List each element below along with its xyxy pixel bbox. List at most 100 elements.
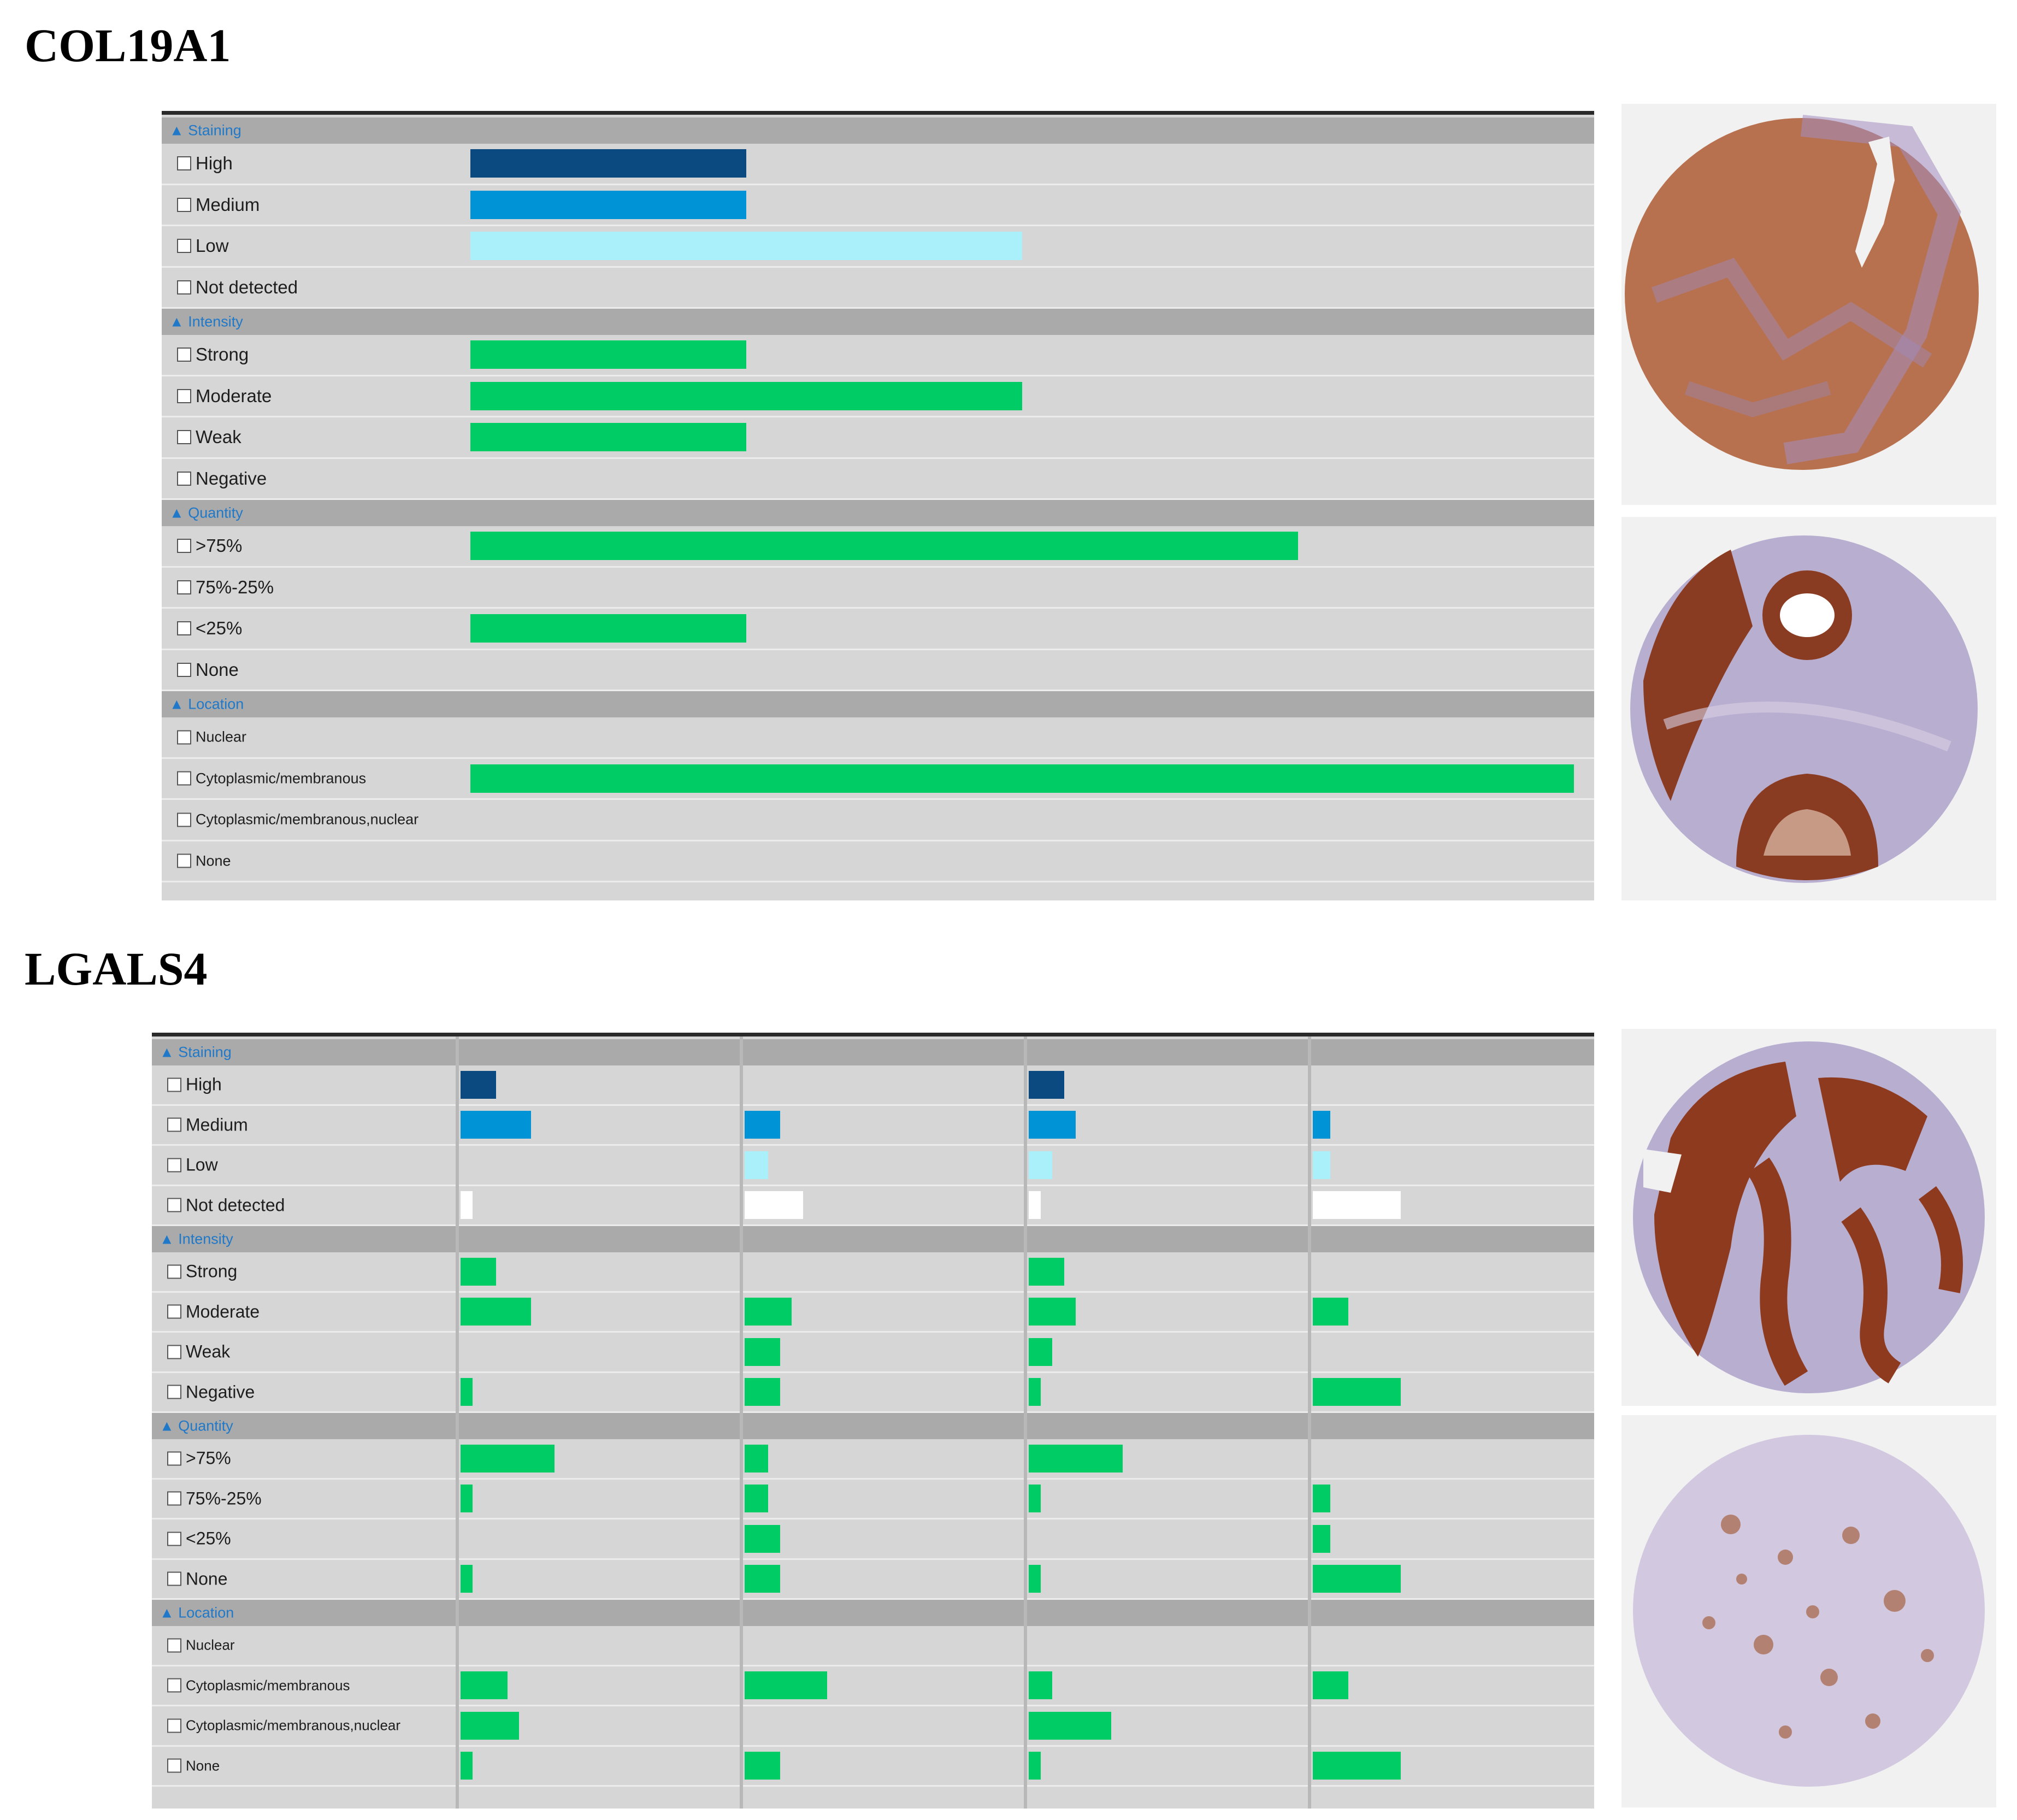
filter-option-low[interactable]: Low: [177, 235, 229, 256]
filter-checkbox[interactable]: [177, 471, 191, 486]
filter-checkbox[interactable]: [177, 662, 191, 677]
section-label[interactable]: ▲ Staining: [169, 122, 241, 139]
section-header-intensity[interactable]: ▲ Intensity: [152, 1226, 1594, 1252]
filter-label: Not detected: [196, 276, 298, 297]
filter-option-moderate[interactable]: Moderate: [167, 1301, 260, 1322]
filter-option-nuclear[interactable]: Nuclear: [167, 1637, 235, 1654]
filter-checkbox[interactable]: [177, 156, 191, 171]
filter-option-75-25[interactable]: 75%-25%: [177, 577, 274, 598]
section-label[interactable]: ▲ Intensity: [169, 313, 243, 330]
section-label[interactable]: ▲ Quantity: [169, 504, 243, 521]
filter-checkbox[interactable]: [167, 1345, 181, 1359]
filter-checkbox[interactable]: [167, 1718, 181, 1733]
filter-option-25[interactable]: <25%: [177, 618, 242, 639]
filter-row-75-25: 75%-25%: [162, 568, 1594, 609]
filter-option-not-detected[interactable]: Not detected: [167, 1195, 285, 1215]
section-header-staining[interactable]: ▲ Staining: [152, 1039, 1594, 1065]
filter-option-none[interactable]: None: [167, 1757, 220, 1774]
tissue-image-lgals4-2: [1621, 1415, 1996, 1807]
filter-label: Low: [196, 235, 229, 256]
section-header-intensity[interactable]: ▲ Intensity: [162, 309, 1594, 335]
section-header-quantity[interactable]: ▲ Quantity: [152, 1413, 1594, 1439]
filter-option-nuclear[interactable]: Nuclear: [177, 729, 246, 746]
filter-checkbox[interactable]: [167, 1385, 181, 1399]
section-header-staining[interactable]: ▲ Staining: [162, 117, 1594, 144]
filter-option-cytoplasmic-membranous[interactable]: Cytoplasmic/membranous: [167, 1677, 350, 1694]
filter-option-low[interactable]: Low: [167, 1155, 218, 1175]
filter-option-cytoplasmic-membranous-nuclear[interactable]: Cytoplasmic/membranous,nuclear: [177, 811, 418, 828]
filter-checkbox[interactable]: [167, 1117, 181, 1132]
filter-option-high[interactable]: High: [167, 1075, 222, 1095]
filter-checkbox[interactable]: [177, 580, 191, 594]
bar-low-col3: [1029, 1151, 1052, 1179]
filter-row-medium: Medium: [162, 185, 1594, 226]
filter-option-strong[interactable]: Strong: [177, 344, 249, 365]
tissue-image-col19a1-2: [1621, 517, 1996, 900]
filter-option-25[interactable]: <25%: [167, 1529, 231, 1549]
filter-option-medium[interactable]: Medium: [167, 1115, 248, 1135]
bar-not-detected-col2: [745, 1191, 803, 1220]
filter-checkbox[interactable]: [177, 771, 191, 786]
filter-option-cytoplasmic-membranous-nuclear[interactable]: Cytoplasmic/membranous,nuclear: [167, 1717, 400, 1734]
filter-option-negative[interactable]: Negative: [167, 1382, 255, 1402]
filter-option-cytoplasmic-membranous[interactable]: Cytoplasmic/membranous: [177, 770, 366, 787]
bar-strong-col3: [1029, 1257, 1064, 1286]
filter-checkbox[interactable]: [167, 1678, 181, 1693]
filter-checkbox[interactable]: [167, 1198, 181, 1212]
filter-checkbox[interactable]: [177, 197, 191, 212]
bar-medium-col1: [461, 1111, 531, 1139]
section-header-quantity[interactable]: ▲ Quantity: [162, 500, 1594, 526]
filter-option-not-detected[interactable]: Not detected: [177, 277, 298, 298]
filter-option-moderate[interactable]: Moderate: [177, 386, 272, 407]
filter-checkbox[interactable]: [177, 280, 191, 295]
filter-checkbox[interactable]: [177, 621, 191, 636]
filter-option-weak[interactable]: Weak: [167, 1342, 230, 1362]
bar-negative-col4: [1313, 1378, 1401, 1406]
filter-checkbox[interactable]: [177, 539, 191, 553]
filter-checkbox[interactable]: [167, 1491, 181, 1506]
section-label[interactable]: ▲ Quantity: [160, 1417, 233, 1434]
filter-option-strong[interactable]: Strong: [167, 1262, 237, 1282]
filter-row-not-detected: Not detected: [162, 268, 1594, 309]
filter-label: >75%: [196, 535, 243, 556]
filter-checkbox[interactable]: [167, 1304, 181, 1319]
filter-checkbox[interactable]: [167, 1758, 181, 1773]
filter-option-medium[interactable]: Medium: [177, 195, 260, 215]
filter-checkbox[interactable]: [167, 1451, 181, 1466]
filter-checkbox[interactable]: [177, 730, 191, 745]
filter-checkbox[interactable]: [167, 1077, 181, 1092]
section-label[interactable]: ▲ Location: [160, 1604, 234, 1621]
filter-option-75[interactable]: >75%: [167, 1448, 231, 1469]
filter-label: Low: [186, 1155, 218, 1175]
filter-option-negative[interactable]: Negative: [177, 468, 267, 489]
bar-high-col1: [461, 1070, 496, 1099]
filter-checkbox[interactable]: [177, 812, 191, 827]
section-label[interactable]: ▲ Intensity: [160, 1230, 233, 1247]
filter-checkbox[interactable]: [167, 1571, 181, 1586]
section-header-location[interactable]: ▲ Location: [152, 1600, 1594, 1626]
section-label[interactable]: ▲ Staining: [160, 1044, 232, 1061]
filter-option-none[interactable]: None: [177, 852, 231, 869]
filter-row-25: <25%: [162, 609, 1594, 650]
filter-checkbox[interactable]: [177, 388, 191, 403]
filter-option-none[interactable]: None: [177, 659, 239, 680]
filter-checkbox[interactable]: [167, 1532, 181, 1546]
filter-option-none[interactable]: None: [167, 1569, 228, 1589]
filter-checkbox[interactable]: [167, 1158, 181, 1173]
filter-label: Moderate: [196, 385, 272, 406]
section-header-location[interactable]: ▲ Location: [162, 691, 1594, 717]
filter-checkbox[interactable]: [177, 853, 191, 868]
filter-checkbox[interactable]: [177, 347, 191, 362]
bar-negative-col3: [1029, 1378, 1041, 1406]
filter-checkbox[interactable]: [177, 430, 191, 445]
filter-checkbox[interactable]: [167, 1638, 181, 1653]
bar-high-col1: [470, 149, 746, 178]
filter-option-75[interactable]: >75%: [177, 535, 242, 556]
section-label[interactable]: ▲ Location: [169, 696, 244, 712]
filter-option-weak[interactable]: Weak: [177, 427, 241, 447]
filter-checkbox[interactable]: [177, 239, 191, 254]
filter-option-75-25[interactable]: 75%-25%: [167, 1488, 262, 1509]
gene-title-lgals4: LGALS4: [25, 943, 208, 995]
filter-option-high[interactable]: High: [177, 153, 233, 174]
filter-checkbox[interactable]: [167, 1264, 181, 1279]
